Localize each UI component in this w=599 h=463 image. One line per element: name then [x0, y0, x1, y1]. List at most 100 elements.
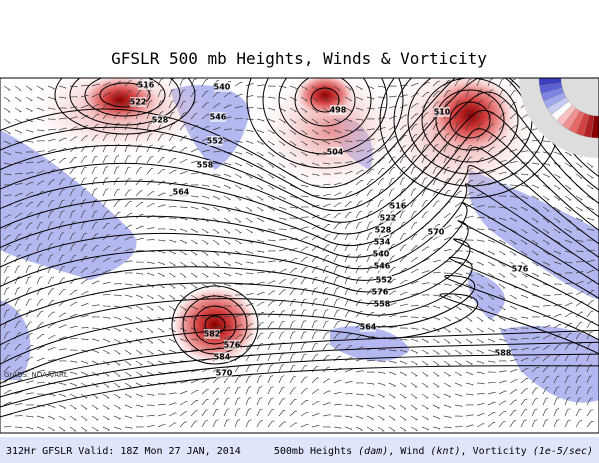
wind-barb — [278, 386, 285, 395]
wind-barb — [333, 129, 342, 134]
contour-line — [421, 78, 519, 163]
wind-barb — [190, 195, 199, 198]
wind-barb — [69, 232, 76, 241]
wind-barb — [179, 250, 188, 256]
wind-barb — [245, 419, 252, 428]
wind-barb — [124, 338, 132, 344]
wind-barb — [366, 199, 373, 208]
wind-barb — [355, 139, 364, 142]
wind-barb — [399, 393, 407, 399]
wind-barb — [344, 426, 353, 431]
wind-barb — [443, 144, 450, 153]
wind-barb — [47, 393, 56, 397]
wind-barb — [135, 167, 143, 175]
wind-barb — [465, 261, 474, 265]
wind-barb — [333, 415, 342, 417]
wind-barb — [91, 114, 100, 120]
wind-barb — [135, 305, 144, 311]
wind-barb — [300, 400, 309, 406]
wind-barb — [377, 147, 386, 153]
wind-barb — [509, 359, 518, 362]
wind-barb — [355, 393, 364, 396]
wind-barb — [432, 259, 441, 263]
wind-barb — [80, 104, 89, 109]
wind-barb — [14, 129, 23, 134]
wind-barb — [146, 100, 153, 109]
wind-barb — [80, 349, 89, 353]
wind-barb — [300, 365, 307, 373]
wind-barb — [377, 137, 386, 142]
wind-barb — [410, 123, 418, 131]
wind-barb — [47, 232, 54, 241]
wind-barb — [124, 393, 133, 398]
wind-barb — [586, 342, 593, 351]
wind-barb — [47, 254, 54, 263]
wind-barb — [201, 272, 209, 278]
contour-label-bg — [428, 227, 444, 237]
wind-barb — [190, 206, 199, 210]
contour-line — [246, 78, 404, 169]
wind-barb — [124, 349, 132, 355]
wind-barb — [454, 349, 462, 355]
wind-barb — [267, 311, 275, 318]
wind-barb — [190, 228, 199, 233]
wind-barb — [399, 371, 408, 376]
wind-barb — [124, 327, 132, 333]
wind-barb — [58, 85, 67, 89]
wind-barb — [157, 316, 165, 322]
wind-barb — [36, 426, 45, 431]
wind-barb — [355, 243, 362, 252]
wind-barb — [300, 226, 309, 230]
wind-barb — [421, 426, 430, 431]
wind-barb — [509, 272, 517, 278]
wind-barb — [201, 316, 210, 320]
wind-barb — [212, 387, 220, 395]
wind-barb — [454, 122, 461, 131]
wind-barb — [135, 155, 142, 164]
wind-barb — [36, 381, 45, 384]
wind-barb — [333, 287, 340, 296]
wind-barb — [465, 424, 474, 428]
wind-barb — [289, 364, 296, 373]
wind-barb — [575, 250, 584, 253]
wind-barb — [498, 380, 507, 384]
wind-barb — [553, 313, 562, 318]
contour-label-bg — [375, 225, 391, 235]
wind-barb — [399, 135, 407, 142]
wind-barb — [520, 294, 529, 299]
wind-barb — [14, 107, 22, 113]
wind-barb — [256, 173, 264, 179]
wind-barb — [476, 349, 485, 354]
wind-barb — [344, 357, 353, 362]
wind-barb — [575, 195, 583, 201]
wind-barb — [256, 184, 264, 190]
wind-barb — [564, 312, 573, 318]
wind-barb — [234, 324, 243, 329]
wind-barb — [498, 250, 506, 256]
wind-barb — [410, 188, 417, 197]
wind-barb — [14, 403, 23, 406]
wind-barb — [531, 283, 540, 288]
wind-barb — [179, 239, 188, 244]
wind-barb — [223, 162, 232, 166]
wind-barb — [542, 365, 550, 373]
wind-barb — [509, 125, 518, 131]
wind-barb — [267, 151, 275, 157]
wind-barb — [344, 321, 352, 329]
wind-barb — [124, 166, 131, 175]
wind-barb — [278, 310, 286, 318]
wind-barb — [179, 89, 186, 98]
wind-barb — [520, 272, 528, 278]
wind-barb — [25, 243, 32, 252]
wind-barb — [333, 182, 342, 186]
contour-label: 552 — [376, 276, 393, 285]
wind-barb — [487, 349, 496, 353]
wind-barb — [311, 342, 318, 351]
wind-barb — [234, 314, 243, 318]
wind-barb — [91, 415, 99, 421]
wind-barb — [487, 327, 496, 333]
wind-barb — [289, 85, 298, 90]
wind-barb — [267, 129, 276, 135]
wind-barb — [14, 355, 22, 362]
wind-barb — [168, 422, 177, 428]
